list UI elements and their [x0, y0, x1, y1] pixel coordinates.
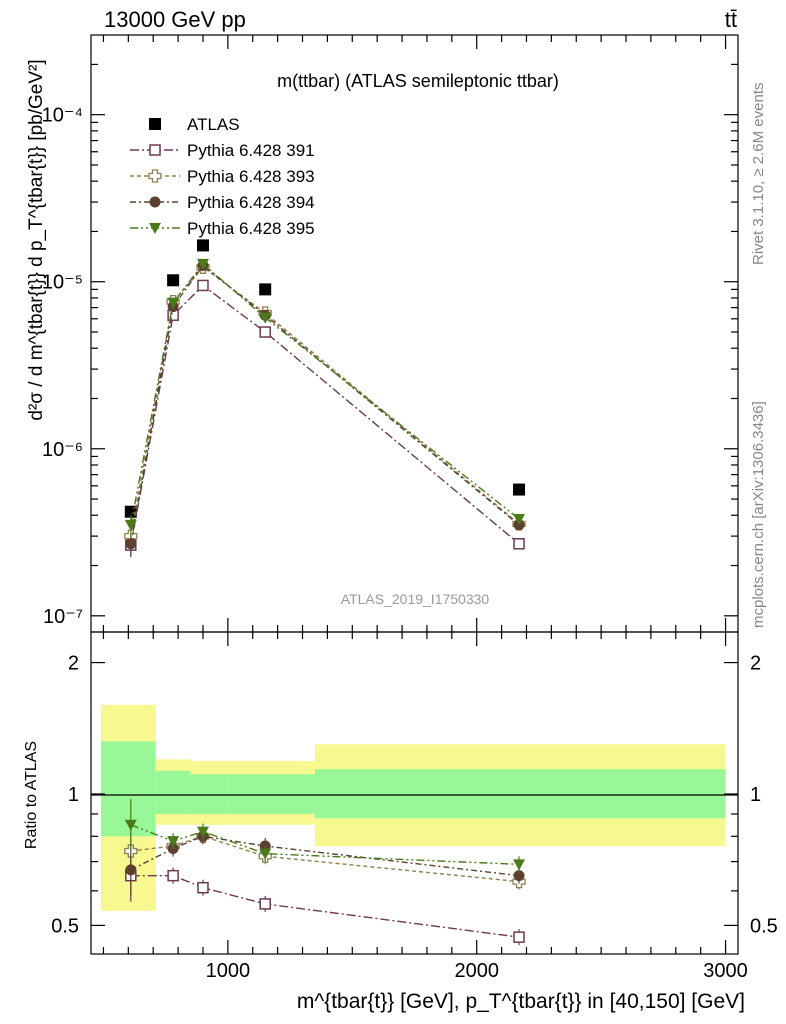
main-series-1	[125, 279, 525, 558]
process-label: tt̄	[725, 7, 737, 32]
plot-title: m(ttbar) (ATLAS semileptonic ttbar)	[277, 71, 559, 91]
atlas-point	[259, 283, 272, 296]
ratio-y-tick-labels: 0.5 0.5 1 1 2 2	[51, 653, 778, 938]
main-axis-ticks	[91, 35, 738, 632]
analysis-watermark: ATLAS_2019_I1750330	[341, 591, 490, 607]
main-series-point	[513, 513, 526, 525]
legend: ATLAS Pythia 6.428 391 Pythia 6.428 393 Pyt…	[130, 115, 315, 238]
ratio-band-inner	[314, 769, 726, 819]
main-series-point	[124, 519, 137, 531]
ratio-series-point	[197, 881, 209, 894]
atlas-point	[196, 239, 209, 252]
main-series-2	[124, 260, 526, 549]
ratio-y-tick-label-right: 0.5	[750, 915, 778, 937]
ratio-series-3	[124, 798, 526, 873]
main-series-layer	[124, 239, 526, 558]
legend-marker	[149, 196, 161, 208]
main-series-point	[196, 258, 209, 270]
rivet-label: Rivet 3.1.10, ≥ 2.6M events	[750, 83, 767, 266]
ratio-series-point	[124, 819, 137, 831]
mcplots-label: mcplots.cern.ch [arXiv:1306.3436]	[750, 401, 767, 628]
main-y-axis-label: d²σ / d m^{tbar{t}} d p_T^{tbar{t}} [pb/…	[26, 59, 47, 420]
ratio-bands	[100, 704, 726, 911]
atlas-point	[124, 505, 137, 518]
ratio-series-line	[130, 824, 520, 866]
legend-item: Pythia 6.428 391	[130, 141, 315, 160]
ratio-panel: 0.5 0.5 1 1 2 2 1000 2000 3000	[51, 631, 778, 982]
main-y-tick-label: 10⁻⁵	[42, 272, 83, 294]
x-tick-label: 3000	[703, 960, 748, 982]
legend-marker	[149, 144, 161, 156]
ratio-series-point	[259, 848, 272, 860]
main-series-point	[513, 538, 525, 550]
main-y-tick-label: 10⁻⁷	[43, 606, 83, 628]
ratio-y-axis-label: Ratio to ATLAS	[23, 741, 40, 849]
main-series-0	[124, 239, 526, 518]
ratio-series-line	[130, 835, 520, 883]
legend-marker-atlas	[149, 118, 161, 130]
legend-item: ATLAS	[149, 115, 240, 134]
legend-marker	[149, 223, 161, 234]
ratio-axis-ticks	[91, 632, 738, 954]
legend-item: Pythia 6.428 395	[130, 219, 315, 238]
legend-item: Pythia 6.428 394	[130, 193, 315, 212]
main-series-point	[259, 326, 271, 338]
legend-label: Pythia 6.428 391	[187, 141, 315, 160]
x-tick-label: 1000	[206, 960, 251, 982]
main-series-line	[130, 262, 520, 526]
main-series-line	[130, 264, 520, 544]
ratio-y-tick-label-left: 0.5	[51, 915, 79, 937]
energy-label: 13000 GeV pp	[104, 7, 246, 32]
ratio-panel-frame	[90, 631, 739, 955]
ratio-y-tick-label-right: 2	[750, 653, 761, 675]
legend-item: Pythia 6.428 393	[130, 167, 315, 186]
ratio-band-inner	[155, 770, 191, 814]
ratio-series-point	[513, 870, 525, 882]
ratio-y-tick-label-left: 1	[68, 784, 79, 806]
ratio-y-tick-label-right: 1	[750, 784, 761, 806]
x-axis-label: m^{tbar{t}} [GeV], p_T^{tbar{t}} in [40,…	[297, 990, 745, 1013]
x-tick-labels: 1000 2000 3000	[206, 960, 748, 982]
legend-label: Pythia 6.428 393	[187, 167, 315, 186]
atlas-point	[167, 274, 180, 287]
ratio-series-point	[167, 869, 179, 882]
atlas-point	[513, 483, 526, 496]
legend-label: Pythia 6.428 395	[187, 219, 315, 238]
main-y-tick-label: 10⁻⁴	[42, 105, 83, 127]
ratio-series-point	[259, 898, 271, 910]
main-panel: 10⁻⁷ 10⁻⁶ 10⁻⁵ 10⁻⁴ m(ttbar) (ATLAS semilep…	[42, 34, 739, 633]
ratio-series-point	[167, 836, 180, 848]
main-y-tick-label: 10⁻⁶	[42, 439, 83, 461]
legend-label: ATLAS	[187, 115, 240, 134]
ratio-y-tick-label-left: 2	[68, 653, 79, 675]
main-series-4	[124, 258, 526, 537]
ratio-series-point	[196, 826, 209, 838]
legend-marker	[148, 169, 162, 183]
ratio-series-0	[125, 849, 525, 946]
main-series-line	[130, 284, 520, 546]
ratio-series-line	[130, 874, 520, 938]
x-tick-label: 2000	[454, 960, 499, 982]
main-series-point	[167, 297, 180, 309]
ratio-band-inner	[190, 774, 228, 814]
ratio-series-point	[513, 931, 525, 943]
main-y-axis-label-text: d²σ / d m^{tbar{t}} d p_T^{tbar{t}} [pb/…	[26, 59, 47, 420]
ratio-series-point	[125, 864, 137, 876]
ratio-series-layer	[124, 798, 526, 946]
legend-label: Pythia 6.428 394	[187, 193, 315, 212]
ratio-band-inner	[227, 774, 315, 814]
main-series-point	[125, 538, 137, 550]
ratio-series-point	[513, 859, 526, 871]
main-series-3	[125, 260, 525, 556]
main-series-point	[259, 312, 272, 324]
ratio-y-axis-label-text: Ratio to ATLAS	[23, 741, 40, 849]
main-y-tick-labels: 10⁻⁷ 10⁻⁶ 10⁻⁵ 10⁻⁴	[42, 105, 83, 628]
main-series-point	[197, 279, 209, 292]
